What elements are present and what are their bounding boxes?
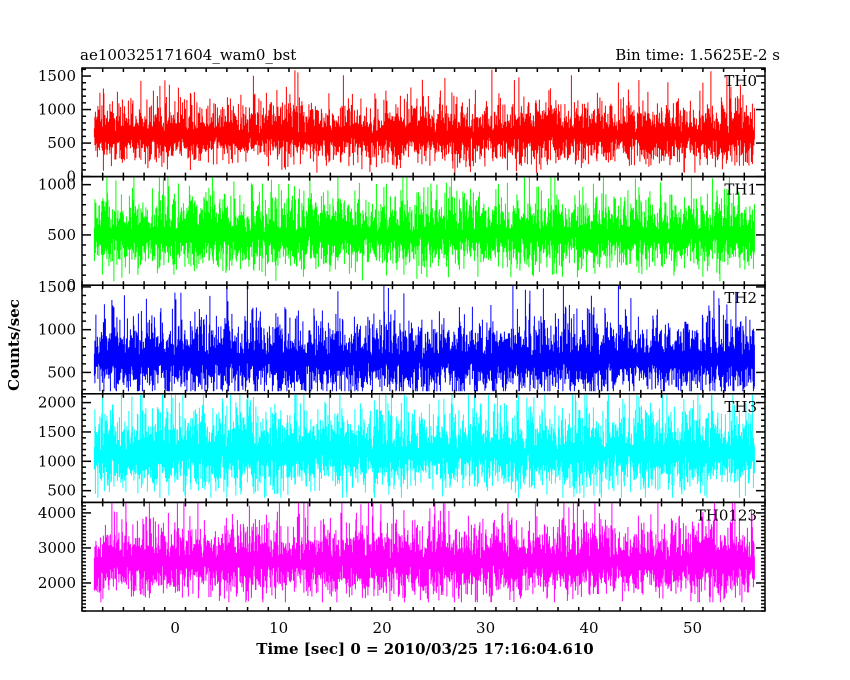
bin-time-label: Bin time: 1.5625E-2 s — [615, 46, 780, 64]
y-tick-label: 2000 — [38, 394, 76, 412]
x-tick-label: 10 — [269, 619, 288, 637]
y-tick-label: 1000 — [38, 101, 76, 119]
y-tick-label: 0 — [66, 276, 76, 294]
y-tick-label: 1500 — [38, 67, 76, 85]
panel-label-th3: TH3 — [724, 398, 757, 416]
panel-th2: 500 1000 1500 TH2 — [38, 278, 766, 395]
y-tick-label: 3000 — [38, 539, 76, 557]
series-th3 — [93, 395, 755, 498]
panel-label-th2: TH2 — [724, 289, 757, 307]
chart-title: ae100325171604_wam0_bst — [80, 46, 296, 64]
y-tick-label: 2000 — [38, 574, 76, 592]
panel-label-th0123: TH0123 — [696, 506, 757, 524]
x-tick-label: 0 — [170, 619, 180, 637]
y-tick-label: 500 — [47, 226, 76, 244]
x-tick-label: 20 — [373, 619, 392, 637]
y-tick-label: 1000 — [38, 321, 76, 339]
y-tick-label: 500 — [47, 363, 76, 381]
x-axis-label: Time [sec] 0 = 2010/03/25 17:16:04.610 — [256, 640, 593, 658]
y-tick-label: 1500 — [38, 423, 76, 441]
panel-label-th0: TH0 — [724, 72, 757, 90]
panel-th0: 0 500 1000 1500 TH0 — [38, 67, 766, 186]
series-th2 — [93, 285, 755, 392]
y-tick-label: 1500 — [38, 278, 76, 296]
y-axis-label: Counts/sec — [5, 299, 23, 391]
x-tick-label: 40 — [580, 619, 599, 637]
y-tick-label: 500 — [47, 482, 76, 500]
y-tick-label: 4000 — [38, 504, 76, 522]
panel-th3: 500 1000 1500 2000 TH3 — [38, 393, 766, 504]
panels-group: 0 500 1000 1500 TH0 0 500 1000 TH1 500 1000 1500 TH2… — [38, 67, 766, 612]
x-tick-label: 30 — [476, 619, 495, 637]
series-th0123 — [93, 502, 755, 603]
panel-frame — [81, 501, 766, 612]
y-tick-label: 1000 — [38, 452, 76, 470]
x-tick-labels: 0 10 20 30 40 50 — [170, 619, 702, 637]
y-tick-label: 1000 — [38, 176, 76, 194]
panel-label-th1: TH1 — [724, 181, 757, 199]
x-tick-label: 50 — [683, 619, 702, 637]
panel-th0123: 2000 3000 4000 TH0123 — [38, 501, 766, 612]
panel-th1: 0 500 1000 TH1 — [38, 176, 766, 294]
y-tick-label: 500 — [47, 134, 76, 152]
series-th0 — [93, 69, 755, 173]
series-th1 — [93, 176, 755, 282]
y-tick-label: 0 — [66, 168, 76, 186]
